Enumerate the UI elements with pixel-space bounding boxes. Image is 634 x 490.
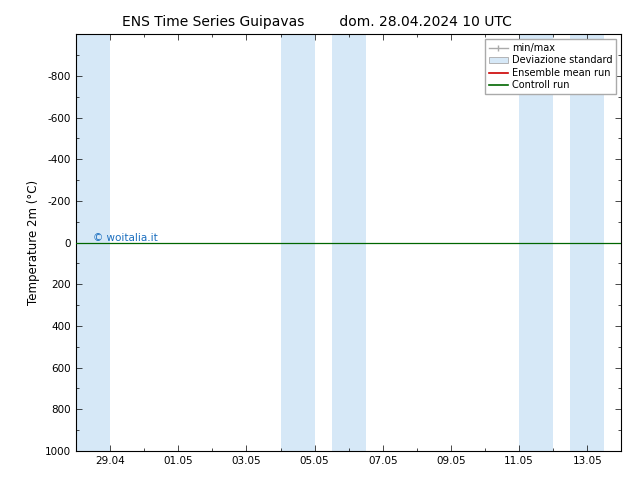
Legend: min/max, Deviazione standard, Ensemble mean run, Controll run: min/max, Deviazione standard, Ensemble m…	[485, 39, 616, 94]
Y-axis label: Temperature 2m (°C): Temperature 2m (°C)	[27, 180, 39, 305]
Bar	[280, 34, 314, 451]
Bar	[519, 34, 553, 451]
Bar	[76, 34, 110, 451]
Text: © woitalia.it: © woitalia.it	[93, 233, 158, 243]
Text: ENS Time Series Guipavas        dom. 28.04.2024 10 UTC: ENS Time Series Guipavas dom. 28.04.2024…	[122, 15, 512, 29]
Bar	[332, 34, 366, 451]
Bar	[570, 34, 604, 451]
